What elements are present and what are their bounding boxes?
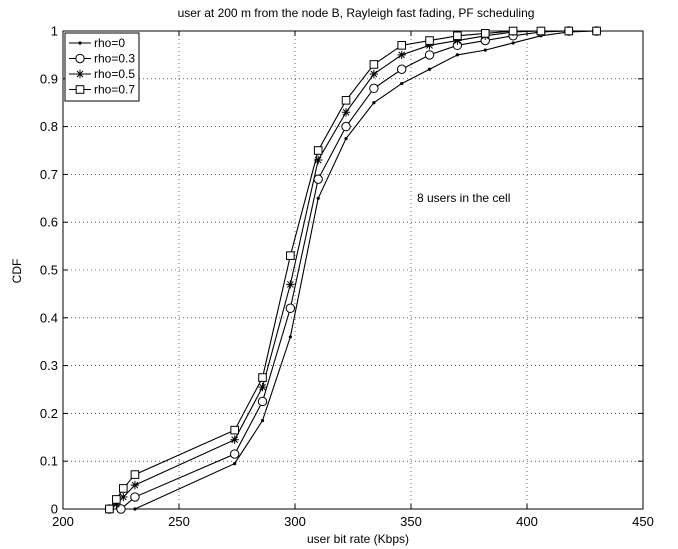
data-point — [105, 504, 114, 514]
data-point — [257, 396, 268, 407]
data-point — [288, 335, 292, 339]
x-tick-label: 300 — [284, 514, 306, 529]
data-point — [341, 121, 351, 132]
x-tick-label: 350 — [400, 514, 422, 529]
data-point — [286, 251, 295, 260]
data-point — [230, 425, 239, 435]
data-point — [483, 48, 487, 52]
data-point — [455, 53, 459, 57]
y-tick-label: 0 — [51, 502, 58, 517]
data-point — [230, 435, 239, 444]
data-point — [372, 101, 376, 105]
y-tick-label: 0.1 — [40, 454, 58, 469]
data-point — [119, 492, 128, 502]
y-tick-label: 1 — [51, 24, 58, 39]
data-point — [313, 174, 323, 184]
data-point — [258, 373, 267, 382]
data-point — [369, 60, 379, 69]
data-point — [233, 461, 237, 466]
data-point — [119, 484, 128, 493]
legend-label: rho=0.3 — [94, 52, 135, 66]
series-rho=0 — [107, 29, 599, 511]
x-tick-label: 200 — [52, 514, 74, 529]
legend-label: rho=0.5 — [94, 67, 135, 81]
data-point — [397, 64, 407, 74]
data-point — [508, 26, 518, 36]
data-point — [425, 36, 434, 45]
y-tick-label: 0.2 — [40, 406, 58, 421]
legend-marker — [75, 53, 85, 64]
grid — [63, 31, 643, 509]
x-tick-label: 250 — [168, 514, 190, 529]
data-point — [112, 500, 121, 509]
data-point — [369, 69, 379, 79]
data-point — [286, 280, 295, 289]
data-point — [130, 470, 140, 479]
data-point — [592, 26, 601, 36]
data-point — [425, 41, 434, 50]
data-point — [564, 26, 574, 36]
y-tick-label: 0.7 — [40, 167, 58, 182]
series-rho=0.7 — [105, 26, 601, 514]
legend-label: rho=0.7 — [94, 83, 135, 97]
data-point — [344, 136, 348, 141]
data-point — [316, 196, 320, 200]
y-tick-label: 0.9 — [40, 71, 58, 86]
data-point — [400, 81, 404, 86]
data-point — [258, 382, 267, 392]
legend-entry: rho=0.3 — [69, 52, 135, 66]
x-tick-label: 400 — [516, 514, 538, 529]
data-point — [397, 50, 406, 60]
legend-entry: rho=0 — [69, 36, 125, 50]
data-point — [314, 155, 323, 165]
annotation-users-in-cell: 8 users in the cell — [417, 191, 510, 205]
data-point — [229, 449, 240, 459]
legend-marker — [75, 69, 85, 79]
y-tick-label: 0.6 — [40, 215, 58, 230]
data-point — [397, 41, 407, 50]
y-tick-label: 0.4 — [40, 310, 58, 325]
y-tick-label: 0.3 — [40, 358, 58, 373]
data-point — [133, 507, 137, 511]
legend-entry: rho=0.7 — [69, 83, 135, 97]
data-point — [313, 146, 323, 155]
data-point — [260, 418, 265, 423]
data-point — [130, 492, 140, 502]
x-tick-label: 450 — [632, 514, 654, 529]
y-axis-title: CDF — [10, 259, 24, 284]
legend-label: rho=0 — [94, 36, 125, 50]
chart-title: user at 200 m from the node B, Rayleigh … — [178, 6, 535, 20]
data-point — [453, 31, 462, 41]
y-tick-label: 0.5 — [40, 263, 58, 278]
data-point — [427, 67, 432, 71]
data-point — [369, 83, 379, 94]
series-group — [104, 26, 602, 514]
legend-marker — [78, 41, 82, 45]
y-tick-label: 0.8 — [40, 119, 58, 134]
axes: 200 250 300 350 400 450 0 0.1 0.2 0.3 0.4 0.5 0.6 0.7… — [40, 24, 654, 530]
data-point — [341, 96, 351, 105]
data-point — [341, 108, 351, 117]
data-point — [112, 495, 121, 504]
data-point — [453, 36, 462, 45]
x-axis-title: user bit rate (Kbps) — [307, 532, 409, 546]
data-point — [536, 26, 546, 36]
data-point — [424, 50, 435, 60]
legend-marker — [75, 85, 85, 94]
data-point — [480, 29, 490, 38]
data-point — [130, 480, 140, 490]
legend-entry: rho=0.5 — [69, 67, 135, 81]
data-point — [511, 41, 515, 45]
data-point — [285, 303, 296, 313]
